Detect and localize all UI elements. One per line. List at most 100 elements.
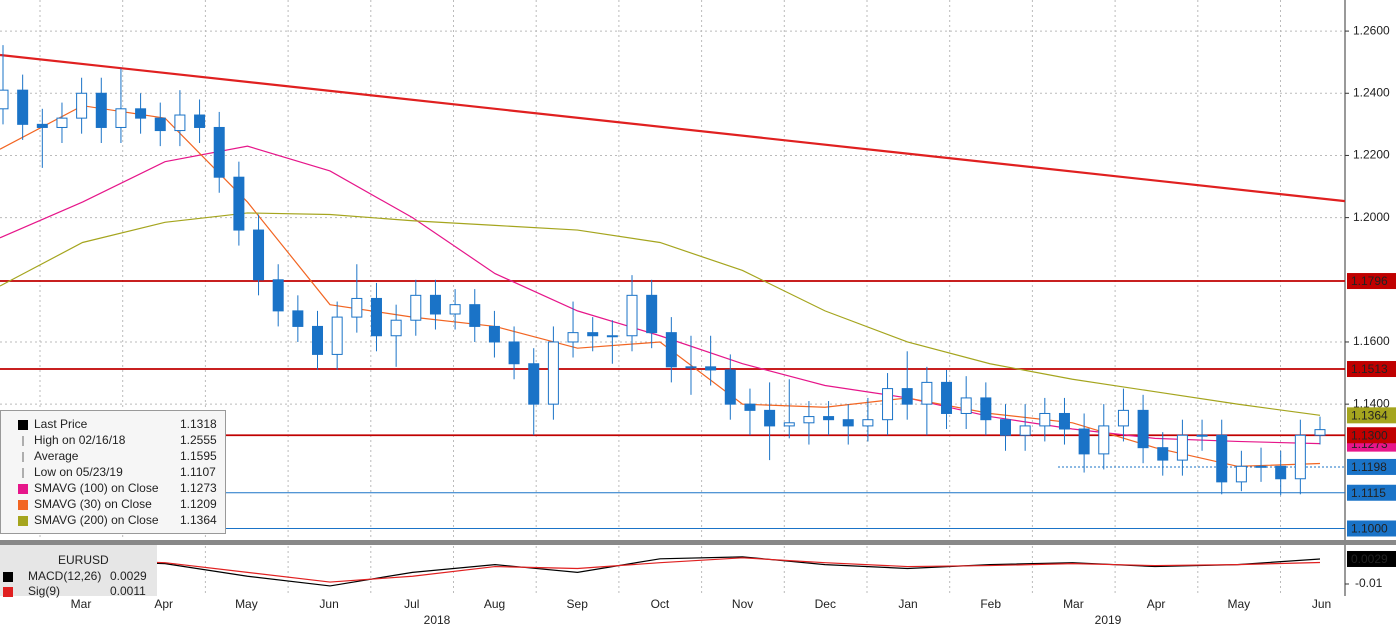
legend-name: High on 02/16/18 <box>34 433 126 447</box>
candle-body <box>17 89 29 125</box>
candle-body <box>1058 412 1070 430</box>
x-tick-label: Jul <box>404 597 419 611</box>
y-tick-label: 1.2600 <box>1353 23 1390 37</box>
x-tick-label: Jun <box>319 597 338 611</box>
legend-box <box>0 410 226 534</box>
legend-swatch <box>3 572 13 582</box>
candle-body <box>1078 428 1090 455</box>
price-tag-label: 1.1300 <box>1351 428 1388 442</box>
candle-body <box>567 332 579 343</box>
candle-body <box>862 419 874 427</box>
y-tick-label: 1.2000 <box>1353 210 1390 224</box>
legend-value: 1.1318 <box>180 417 217 431</box>
legend-swatch <box>18 420 28 430</box>
moving-average <box>0 212 1321 416</box>
legend-name: SMAVG (200) on Close <box>34 513 159 527</box>
price-tag <box>1347 520 1396 537</box>
candle-body <box>488 325 500 343</box>
legend-value: 1.1595 <box>180 449 217 463</box>
candle-body <box>1137 409 1149 449</box>
candle-body <box>0 89 9 110</box>
candle-body <box>685 366 697 369</box>
trendline <box>0 53 1346 203</box>
candle-body <box>803 416 815 424</box>
candle-body <box>1176 434 1188 461</box>
price-tag-label: 1.1513 <box>1351 362 1388 376</box>
legend-swatch <box>18 484 28 494</box>
candle-body <box>528 363 540 405</box>
candle-body <box>292 310 304 327</box>
candle-body <box>312 325 324 355</box>
candle-body <box>253 229 265 281</box>
candle-body <box>410 294 422 321</box>
candle-body <box>744 403 756 411</box>
candle-body <box>882 388 894 421</box>
candle-body <box>665 332 677 368</box>
x-tick-label: Sep <box>567 597 589 611</box>
x-tick-label: Jan <box>898 597 917 611</box>
x-tick-label: Feb <box>980 597 1001 611</box>
candle-body <box>331 316 343 355</box>
macd-tag <box>1347 550 1396 567</box>
x-tick-label: May <box>1227 597 1250 611</box>
candle-body <box>941 381 953 414</box>
price-tag-label: 1.1364 <box>1351 409 1388 423</box>
y-tick-label: 1.1600 <box>1353 334 1390 348</box>
y-tick-label: 1.2400 <box>1353 85 1390 99</box>
candle-body <box>587 332 599 337</box>
candle-body <box>646 294 658 334</box>
candle-body <box>194 114 206 128</box>
candle-body <box>174 114 186 132</box>
price-tag <box>1347 484 1396 501</box>
candle-body <box>901 388 913 405</box>
macd-line <box>0 557 1321 583</box>
candle-body <box>1019 425 1031 436</box>
price-tag <box>1347 273 1396 290</box>
candle-body <box>724 369 736 405</box>
price-tag-label: 1.1115 <box>1351 486 1386 500</box>
legend-name: Last Price <box>34 417 88 431</box>
candle-body <box>449 304 461 315</box>
price-tag <box>1347 458 1396 475</box>
candle-body <box>1275 465 1287 480</box>
candle-body <box>960 397 972 414</box>
x-tick-label: Nov <box>732 597 753 611</box>
candle-body <box>95 92 107 128</box>
macd-title: EURUSD <box>58 553 109 567</box>
price-tag-label: 1.1198 <box>1351 460 1387 474</box>
macd-tag-label: 0.0029 <box>1351 552 1388 566</box>
legend-name: SMAVG (100) on Close <box>34 481 159 495</box>
candle-body <box>233 176 245 231</box>
legend-name: Sig(9) <box>28 584 60 598</box>
legend-value: 1.1209 <box>180 497 217 511</box>
x-tick-label: Mar <box>71 597 92 611</box>
x-tick-label: Apr <box>1147 597 1166 611</box>
legend-swatch <box>18 500 28 510</box>
x-tick-label: Oct <box>651 597 670 611</box>
candle-body <box>705 366 717 371</box>
legend-value: 0.0011 <box>110 584 146 598</box>
legend-name: SMAVG (30) on Close <box>34 497 152 511</box>
candle-body <box>370 297 382 337</box>
candle-body <box>999 419 1011 436</box>
legend-value: 1.1364 <box>180 513 217 527</box>
x-tick-label: Jun <box>1312 597 1331 611</box>
candle-body <box>921 381 933 405</box>
legend-name: Low on 05/23/19 <box>34 465 123 479</box>
x-tick-label: Apr <box>154 597 173 611</box>
candle-body <box>351 297 363 318</box>
candle-body <box>606 335 618 338</box>
candle-body <box>76 92 88 119</box>
candle-body <box>842 419 854 427</box>
legend-value: 0.0029 <box>110 569 147 583</box>
legend-swatch <box>3 587 13 597</box>
year-label: 2019 <box>1095 613 1122 627</box>
candle-body <box>1196 434 1208 437</box>
macd-legend-box <box>0 545 157 596</box>
x-tick-label: May <box>235 597 258 611</box>
candle-body <box>272 279 284 312</box>
candle-body <box>764 409 776 427</box>
candle-body <box>980 397 992 421</box>
